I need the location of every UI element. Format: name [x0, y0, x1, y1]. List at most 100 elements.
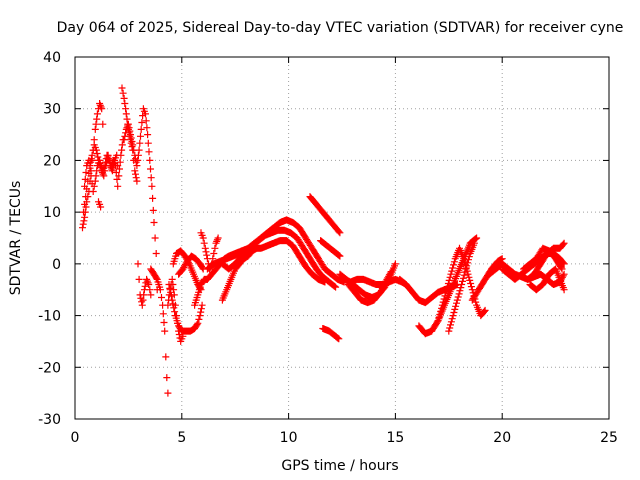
- data-point: [136, 139, 144, 147]
- data-point: [180, 264, 188, 271]
- data-point: [149, 206, 157, 214]
- data-point: [211, 244, 219, 252]
- data-point: [164, 389, 172, 397]
- data-point: [120, 94, 128, 102]
- data-point: [336, 229, 344, 237]
- series-track-gg: [520, 244, 566, 273]
- data-point: [121, 100, 129, 107]
- data-point: [210, 250, 218, 257]
- data-point: [144, 139, 152, 147]
- data-point: [81, 213, 89, 221]
- data-point: [152, 274, 160, 282]
- y-tick-label: 20: [43, 153, 61, 169]
- data-point: [163, 374, 171, 382]
- series-track-l: [175, 252, 207, 278]
- data-point: [465, 273, 473, 281]
- data-point: [450, 309, 458, 316]
- data-point: [160, 319, 168, 326]
- data-point: [150, 219, 158, 226]
- data-point: [131, 167, 139, 175]
- x-tick-label: 5: [177, 430, 186, 446]
- data-point: [119, 89, 127, 97]
- data-point: [89, 188, 97, 195]
- series-track-ff: [526, 265, 568, 294]
- data-point: [168, 296, 176, 304]
- data-point: [463, 262, 471, 270]
- data-point: [108, 167, 116, 175]
- data-point: [79, 224, 86, 232]
- series-track-f: [95, 198, 105, 211]
- y-axis-title: SDTVAR / TECUs: [8, 181, 24, 296]
- data-point: [391, 260, 399, 268]
- data-point: [144, 279, 152, 287]
- data-point: [170, 304, 178, 312]
- data-point: [133, 177, 141, 185]
- data-point: [90, 182, 98, 190]
- data-point: [104, 153, 112, 161]
- series-track-g: [134, 260, 155, 309]
- data-point: [209, 255, 217, 263]
- data-point: [143, 277, 151, 285]
- data-point: [386, 269, 394, 277]
- data-point: [142, 117, 150, 125]
- data-point: [124, 120, 132, 128]
- data-point: [122, 110, 130, 118]
- data-point: [464, 259, 472, 267]
- data-point: [165, 281, 173, 288]
- data-point: [197, 308, 205, 316]
- data-point: [82, 193, 90, 201]
- data-point: [128, 138, 136, 145]
- series-track-s: [317, 237, 344, 260]
- data-point: [447, 318, 455, 326]
- data-point: [80, 217, 88, 225]
- data-point: [462, 265, 470, 273]
- data-point: [127, 134, 135, 142]
- data-point: [87, 158, 95, 166]
- data-point: [453, 296, 461, 304]
- data-point: [446, 324, 454, 332]
- data-point: [168, 275, 176, 283]
- data-point: [133, 162, 141, 170]
- series-track-r: [306, 193, 344, 237]
- data-point: [559, 240, 567, 248]
- data-point: [473, 234, 481, 242]
- data-point: [169, 300, 177, 308]
- data-point: [449, 264, 457, 272]
- data-point: [116, 158, 124, 166]
- data-point: [118, 84, 126, 92]
- data-point: [152, 250, 160, 257]
- data-point: [134, 156, 142, 164]
- data-point: [112, 162, 120, 170]
- data-point: [468, 286, 476, 294]
- data-point: [454, 293, 462, 301]
- data-point: [114, 182, 122, 190]
- data-point: [97, 103, 105, 111]
- data-point: [159, 310, 167, 318]
- data-point: [117, 151, 125, 159]
- y-tick-label: 10: [43, 205, 61, 221]
- data-point: [196, 312, 204, 320]
- data-point: [456, 287, 464, 295]
- data-point: [334, 251, 342, 259]
- data-point: [466, 276, 474, 284]
- data-point: [148, 182, 156, 190]
- data-point: [461, 268, 469, 276]
- data-point: [200, 239, 208, 247]
- data-point: [450, 261, 457, 269]
- data-point: [84, 177, 92, 185]
- series-track-q: [218, 244, 261, 304]
- data-point: [447, 270, 455, 278]
- data-point: [93, 115, 101, 123]
- data-point: [151, 234, 159, 242]
- data-point: [92, 120, 100, 128]
- data-point: [460, 271, 468, 279]
- data-point: [113, 175, 121, 183]
- data-point: [146, 286, 154, 294]
- x-axis-title: GPS time / hours: [281, 458, 398, 474]
- data-point: [164, 301, 172, 309]
- data-point: [105, 155, 112, 163]
- series-track-c: [80, 141, 122, 216]
- data-point: [448, 267, 456, 275]
- data-point: [138, 119, 146, 126]
- data-point: [335, 335, 343, 343]
